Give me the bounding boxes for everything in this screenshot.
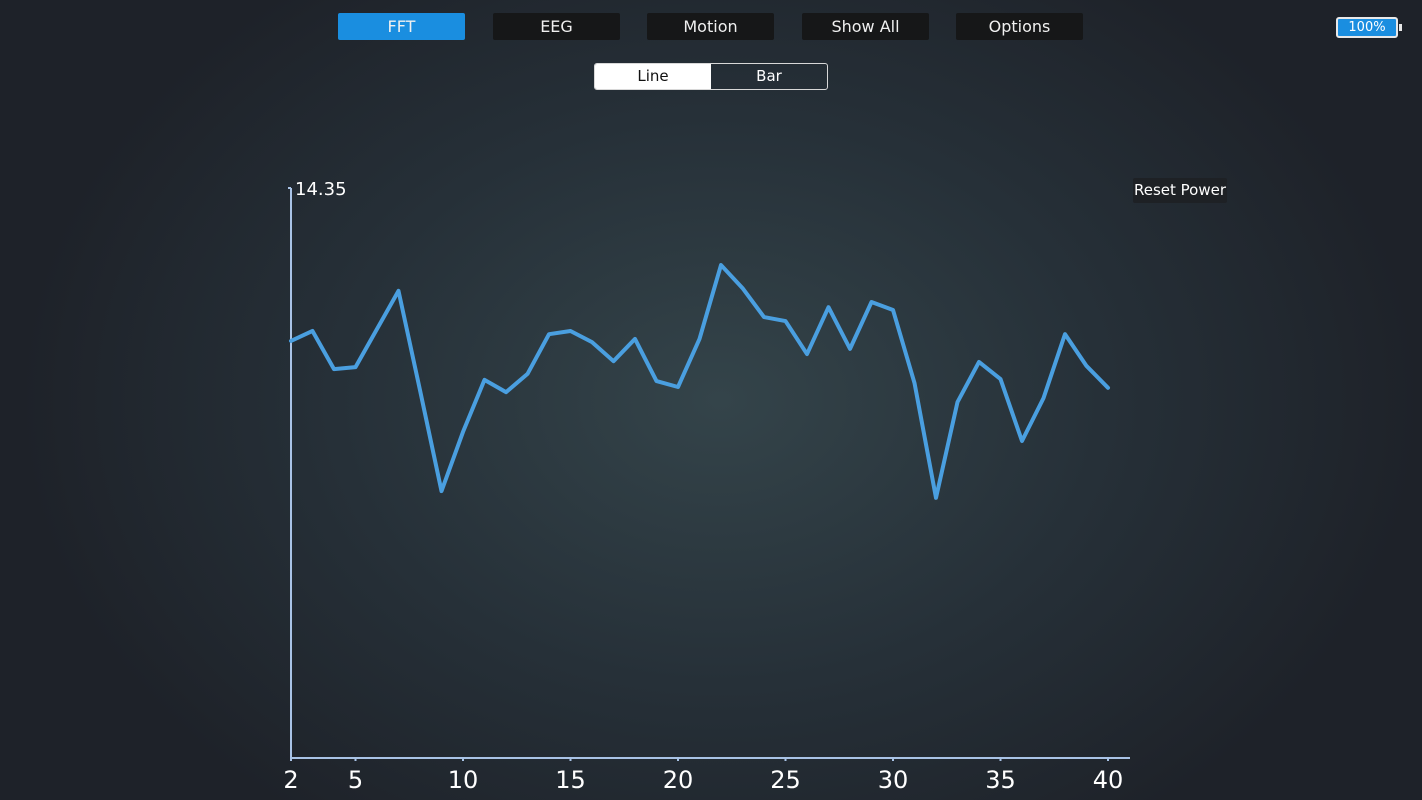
toggle-line[interactable]: Line: [595, 64, 711, 89]
tab-fft[interactable]: FFT: [338, 13, 465, 40]
toggle-bar[interactable]: Bar: [756, 67, 782, 85]
x-tick-label: 35: [985, 766, 1016, 794]
x-tick-label: 25: [770, 766, 801, 794]
x-tick-label: 40: [1093, 766, 1124, 794]
tab-options[interactable]: Options: [956, 13, 1083, 40]
battery: 100%: [1336, 17, 1402, 38]
x-tick-label: 10: [448, 766, 479, 794]
tab-show-all[interactable]: Show All: [802, 13, 929, 40]
x-tick-label: 5: [348, 766, 363, 794]
tab-eeg[interactable]: EEG: [493, 13, 620, 40]
reset-button[interactable]: Reset Power: [1133, 178, 1227, 203]
tab-motion[interactable]: Motion: [647, 13, 774, 40]
x-tick-label: 15: [555, 766, 586, 794]
view-toggle: Line Bar: [594, 63, 828, 90]
x-tick-label: 2: [283, 766, 298, 794]
fft-line: [289, 263, 1110, 500]
x-tick-label: 20: [663, 766, 694, 794]
y-tick-label: 14.35: [295, 179, 347, 200]
x-tick-label: 30: [878, 766, 909, 794]
